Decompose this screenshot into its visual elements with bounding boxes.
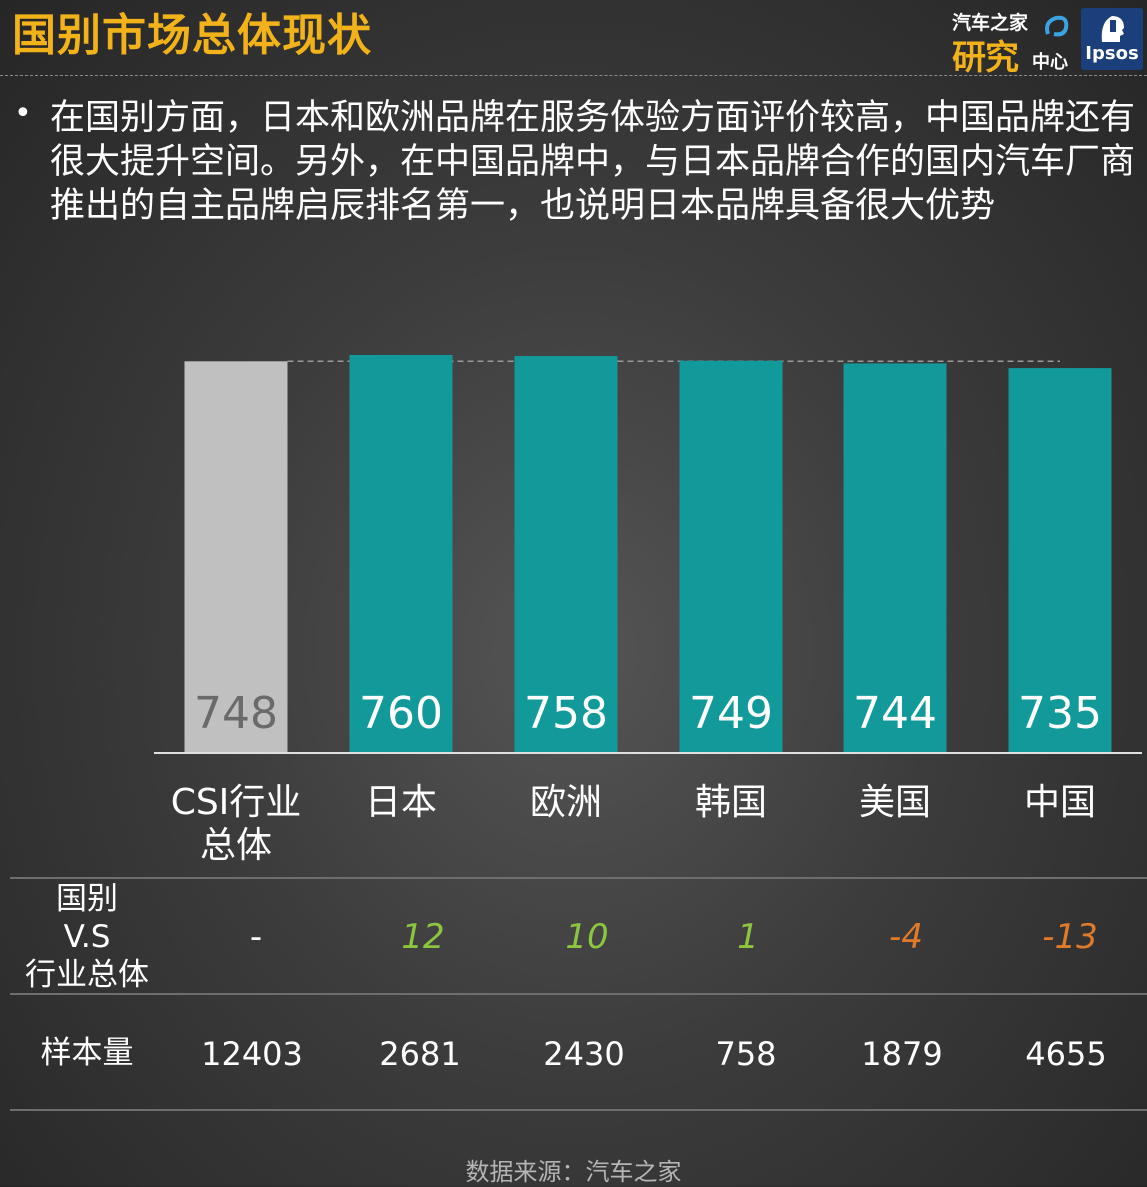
data-source: 数据来源：汽车之家 (465, 1158, 682, 1186)
table-divider-middle (10, 993, 1147, 995)
bar-3 (679, 360, 783, 753)
bullet-marker: • (14, 96, 32, 131)
title-divider (0, 75, 1147, 76)
table-divider-top (10, 877, 1147, 879)
table-divider-bottom (10, 1109, 1147, 1111)
page-title: 国别市场总体现状 (12, 10, 372, 61)
diff-cell-3: 1 (737, 917, 759, 957)
sample-cell-0: 12403 (201, 1035, 303, 1073)
diff-cell-2: 10 (565, 917, 609, 957)
swirl-icon (1045, 15, 1069, 37)
sample-cell-2: 2430 (543, 1035, 625, 1073)
bar-0 (184, 361, 288, 753)
ipsos-wordmark: Ipsos (1085, 43, 1139, 64)
x-tick-label-3: 韩国 (694, 782, 767, 823)
bar-2 (514, 356, 618, 753)
bar-5 (1008, 368, 1112, 753)
x-tick-label-5: 中国 (1023, 782, 1096, 823)
diff-row-label: 国别 V.S 行业总体 (25, 881, 149, 993)
x-tick-label-4: 美国 (858, 782, 931, 823)
diff-cell-5: -13 (1042, 917, 1098, 957)
ipsos-logo: Ipsos (1081, 8, 1143, 70)
bar-value-label-4: 744 (853, 688, 937, 739)
body-paragraph: 在国别方面，日本和欧洲品牌在服务体验方面评价较高，中国品牌还有很大提升空间。另外… (50, 98, 1136, 226)
x-tick-label-0: CSI行业 总体 (170, 782, 302, 866)
logo-line1: 汽车之家 (952, 12, 1029, 34)
diff-cell-4: -4 (889, 917, 923, 957)
x-tick-label-1: 日本 (364, 782, 437, 823)
ipsos-head-icon (1101, 16, 1124, 42)
diff-cell-0: - (249, 917, 263, 957)
bar-4 (843, 363, 947, 753)
sample-cell-3: 758 (715, 1035, 777, 1073)
autohome-research-logo: 汽车之家 研究 中心 (950, 8, 1076, 78)
bar-value-label-1: 760 (359, 688, 443, 739)
diff-cell-1: 12 (401, 917, 445, 957)
bar-value-label-5: 735 (1018, 688, 1102, 739)
sample-cell-1: 2681 (379, 1035, 461, 1073)
x-tick-label-2: 欧洲 (529, 782, 602, 823)
bar-value-label-3: 749 (689, 688, 773, 739)
logo-line3: 中心 (1032, 52, 1068, 73)
logo-line2: 研究 (952, 38, 1019, 78)
bar-value-label-0: 748 (194, 688, 278, 739)
sample-cell-5: 4655 (1025, 1035, 1107, 1073)
bar-1 (349, 355, 453, 753)
sample-row-label: 样本量 (40, 1035, 134, 1071)
sample-cell-4: 1879 (861, 1035, 943, 1073)
bar-value-label-2: 758 (524, 688, 608, 739)
